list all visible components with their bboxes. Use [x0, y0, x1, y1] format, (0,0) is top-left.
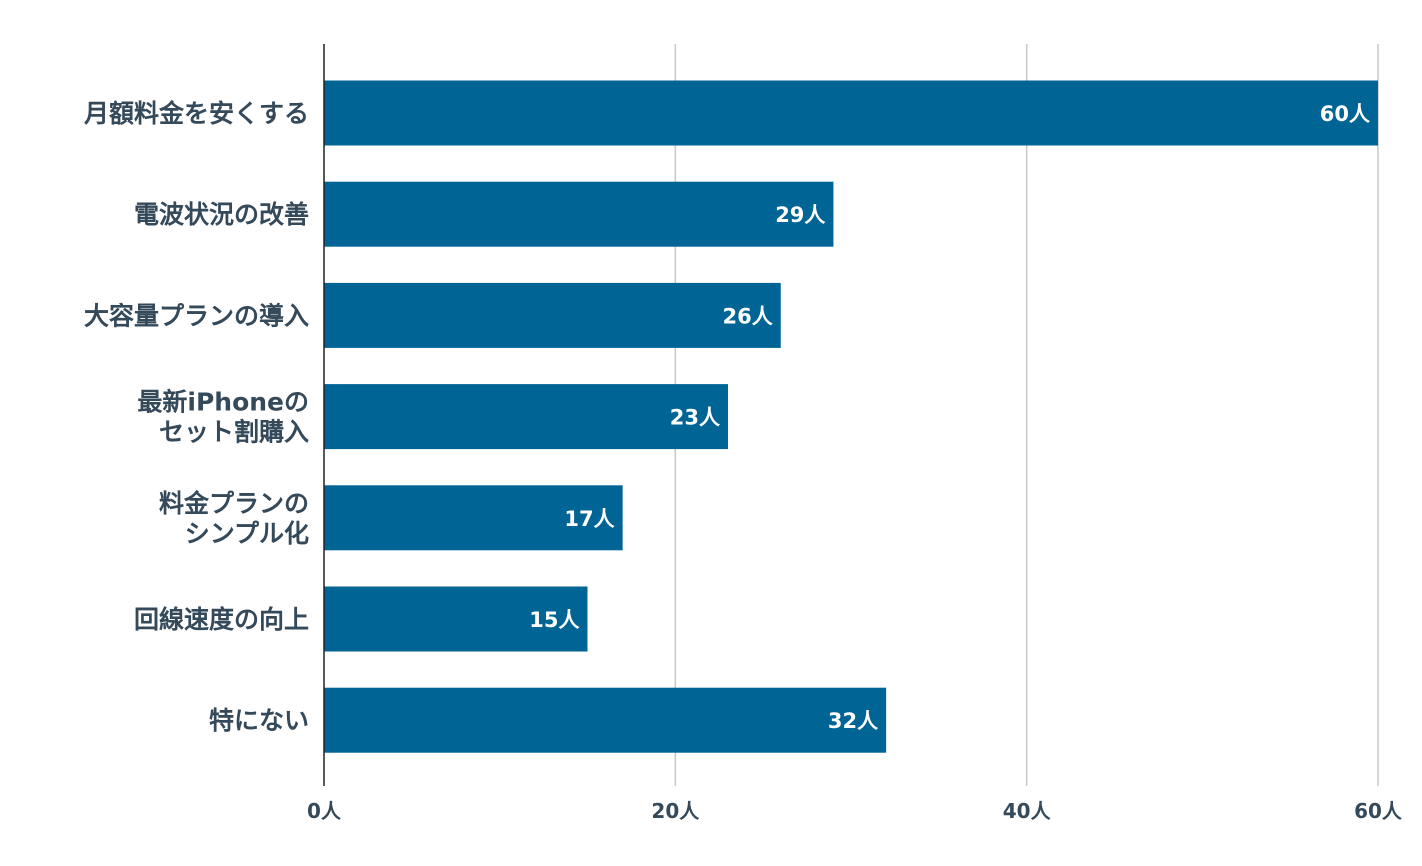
bars	[324, 80, 1378, 753]
value-label: 15人	[529, 608, 579, 632]
x-tick-label: 40人	[1003, 799, 1052, 823]
x-tick-label: 0人	[307, 799, 342, 823]
category-label: 特にない	[209, 706, 309, 735]
bar	[324, 384, 729, 450]
value-label: 23人	[670, 406, 720, 430]
x-tick-label: 60人	[1354, 799, 1403, 823]
bar	[324, 181, 834, 247]
bar	[324, 282, 781, 348]
category-label: 回線速度の向上	[134, 605, 309, 634]
category-label: 電波状況の改善	[134, 200, 309, 229]
x-axis-tick-labels: 0人 20人 40人 60人	[307, 799, 1403, 823]
category-label: 月額料金を安くする	[83, 99, 309, 128]
category-label: 最新iPhoneのセット割購入	[137, 388, 309, 447]
value-labels: 60人 29人 26人 23人 17人 15人 32人	[529, 102, 1370, 733]
category-labels: 月額料金を安くする電波状況の改善大容量プランの導入最新iPhoneのセット割購入…	[83, 99, 309, 735]
bar	[324, 687, 887, 753]
value-label: 32人	[828, 709, 878, 733]
value-label: 26人	[722, 304, 772, 328]
value-label: 17人	[564, 507, 614, 531]
grid-lines	[674, 44, 1379, 786]
category-label: 料金プランのシンプル化	[159, 489, 309, 548]
value-label: 29人	[775, 203, 825, 227]
value-label: 60人	[1320, 102, 1370, 126]
x-tick-label: 20人	[651, 799, 700, 823]
category-label: 大容量プランの導入	[84, 301, 309, 330]
bar	[324, 586, 588, 652]
bar	[324, 80, 1378, 146]
bar	[324, 485, 623, 551]
